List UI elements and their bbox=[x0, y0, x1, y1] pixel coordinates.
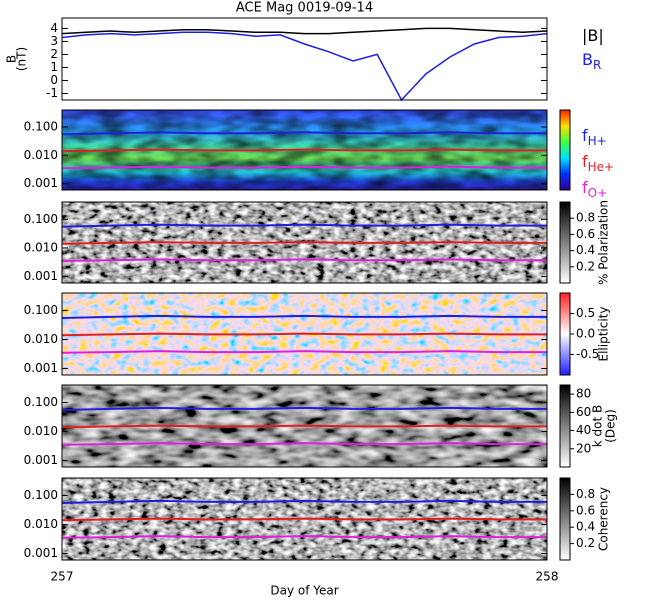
colorbar-label: k dot B bbox=[591, 405, 605, 447]
legend-entry: |B| bbox=[582, 26, 604, 45]
y-tick-label: 0.010 bbox=[24, 240, 58, 254]
plot-frame bbox=[61, 384, 548, 468]
colorbar-tick-label: 60 bbox=[576, 405, 591, 419]
colorbar-label: (Deg) bbox=[604, 409, 618, 443]
series-line bbox=[61, 442, 547, 446]
colorbar-tick-label: 0.2 bbox=[576, 536, 595, 550]
y-tick-label: 2 bbox=[50, 47, 58, 61]
colorbar bbox=[559, 292, 571, 376]
y-tick-label: 0 bbox=[50, 73, 58, 87]
y-tick-label: 3 bbox=[50, 34, 58, 48]
legend-subscript: H+ bbox=[588, 134, 607, 148]
colorbar-tick-label: 0.0 bbox=[576, 327, 595, 341]
y-tick-label: 0.001 bbox=[24, 176, 58, 190]
legend-entry: fO+ bbox=[582, 178, 607, 200]
series-line bbox=[61, 148, 547, 153]
colorbar-tick-label: 0.6 bbox=[576, 503, 595, 517]
y-tick-label: 0.100 bbox=[24, 395, 58, 409]
series-line bbox=[61, 223, 547, 228]
legend-name: f bbox=[582, 126, 588, 145]
y-axis-label: B bbox=[5, 55, 19, 63]
y-axis-label: (nT) bbox=[15, 47, 29, 71]
colorbar-tick-label: 40 bbox=[576, 423, 591, 437]
series-line bbox=[61, 31, 548, 102]
x-tick-label: 257 bbox=[51, 570, 74, 584]
colorbar bbox=[559, 109, 571, 191]
plot-frame bbox=[61, 201, 548, 284]
y-tick-label: 0.010 bbox=[24, 148, 58, 162]
series-line bbox=[61, 241, 547, 245]
series-line bbox=[61, 499, 547, 504]
series-line bbox=[61, 332, 547, 337]
series-line bbox=[61, 406, 547, 411]
y-tick-label: 0.010 bbox=[24, 332, 58, 346]
legend-entry: fHe+ bbox=[582, 152, 614, 174]
y-tick-label: 0.100 bbox=[24, 212, 58, 226]
colorbar-label: Ellipticity bbox=[597, 307, 611, 362]
series-line bbox=[61, 424, 547, 429]
colorbar bbox=[559, 384, 571, 468]
colorbar-tick-label: 0.2 bbox=[576, 259, 595, 273]
y-tick-label: 1 bbox=[50, 60, 58, 74]
x-tick-label: 258 bbox=[536, 570, 559, 584]
y-tick-label: 0.001 bbox=[24, 269, 58, 283]
series-line bbox=[61, 131, 547, 136]
colorbar-tick-label: 0.4 bbox=[576, 520, 595, 534]
legend-subscript: O+ bbox=[588, 186, 608, 200]
series-line bbox=[61, 27, 548, 35]
legend-name: B bbox=[582, 50, 593, 69]
plot-frame bbox=[61, 109, 548, 191]
y-tick-label: -1 bbox=[46, 86, 58, 100]
legend-subscript: He+ bbox=[588, 160, 614, 174]
y-tick-label: 0.001 bbox=[24, 361, 58, 375]
colorbar-label: % Polarization bbox=[597, 200, 611, 285]
y-tick-label: 0.100 bbox=[24, 488, 58, 502]
series-line bbox=[61, 258, 547, 262]
legend-name: f bbox=[582, 152, 588, 171]
colorbar-tick-label: 0.6 bbox=[576, 227, 595, 241]
legend-name: |B| bbox=[582, 26, 604, 45]
legend-entry: BR bbox=[582, 50, 601, 72]
series-line bbox=[61, 165, 547, 170]
plot-frame bbox=[61, 292, 548, 376]
series-line bbox=[61, 314, 547, 319]
colorbar-tick-label: 0.8 bbox=[576, 487, 595, 501]
colorbar-tick-label: 0.4 bbox=[576, 243, 595, 257]
colorbar-tick-label: 0.8 bbox=[576, 211, 595, 225]
series-line bbox=[61, 535, 547, 539]
colorbar-tick-label: 80 bbox=[576, 387, 591, 401]
colorbar-label: Coherency bbox=[597, 487, 611, 551]
legend-entry: fH+ bbox=[582, 126, 607, 148]
y-tick-label: 0.010 bbox=[24, 517, 58, 531]
y-tick-label: 0.100 bbox=[24, 120, 58, 134]
legend-subscript: R bbox=[593, 58, 601, 72]
legend-name: f bbox=[582, 178, 588, 197]
plot-frame bbox=[61, 477, 548, 561]
chart-title: ACE Mag 0019-09-14 bbox=[236, 1, 373, 16]
colorbar bbox=[559, 477, 571, 561]
y-tick-label: 0.100 bbox=[24, 303, 58, 317]
plot-frame bbox=[61, 17, 548, 101]
colorbar-tick-label: 0.5 bbox=[576, 306, 595, 320]
y-tick-label: 4 bbox=[50, 21, 58, 35]
y-tick-label: 0.001 bbox=[24, 546, 58, 560]
x-axis-label: Day of Year bbox=[270, 584, 338, 598]
series-line bbox=[61, 517, 547, 522]
colorbar-tick-label: -0.5 bbox=[576, 347, 599, 361]
y-tick-label: 0.010 bbox=[24, 424, 58, 438]
colorbar-tick-label: 20 bbox=[576, 441, 591, 455]
series-line bbox=[61, 350, 547, 354]
y-tick-label: 0.001 bbox=[24, 453, 58, 467]
colorbar bbox=[559, 201, 571, 284]
